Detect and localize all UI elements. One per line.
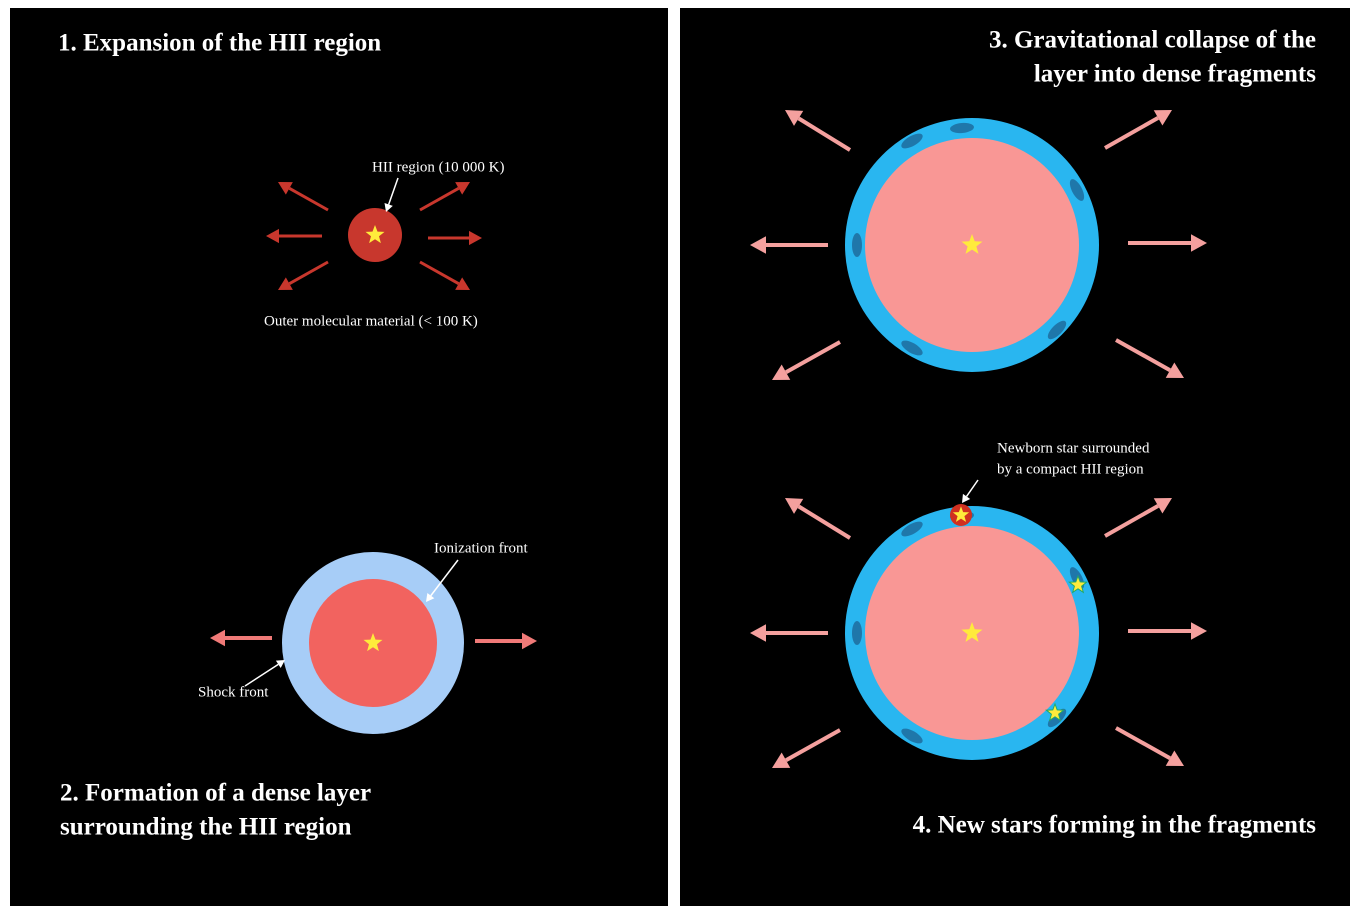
arrow-head — [455, 182, 470, 195]
arrow-head — [1191, 622, 1207, 640]
fragment — [901, 728, 923, 744]
fragment — [950, 122, 974, 134]
arrow-shaft — [288, 260, 329, 285]
fragment — [852, 233, 862, 257]
arrow-head — [384, 202, 393, 212]
arrow-shaft — [430, 559, 459, 597]
arrow-head — [426, 592, 435, 602]
fragment — [852, 621, 862, 645]
arrow-shaft — [965, 479, 979, 497]
star — [1068, 574, 1088, 594]
fragment — [901, 340, 923, 356]
arrow-head — [785, 110, 804, 126]
star — [365, 225, 385, 244]
arrow-head — [772, 364, 791, 380]
arrow-head — [455, 277, 470, 290]
arrow-head — [1165, 362, 1184, 378]
left-panel — [10, 8, 668, 906]
star — [961, 622, 983, 642]
arrow-shaft — [387, 177, 399, 205]
arrow-shaft — [797, 116, 852, 152]
panel-title: 4. New stars forming in the fragments — [913, 812, 1317, 839]
arrow-shaft — [1104, 504, 1160, 538]
arrow-shaft — [1104, 116, 1160, 150]
star — [1045, 702, 1065, 722]
label: Shock front — [198, 684, 269, 700]
fragment — [901, 133, 923, 149]
arrow-head — [962, 493, 971, 503]
panel-title: surrounding the HII region — [60, 814, 352, 841]
arrow-head — [278, 182, 293, 195]
panel-title: 3. Gravitational collapse of the — [989, 27, 1316, 54]
arrow-head — [1165, 750, 1184, 766]
fragment — [901, 521, 923, 537]
arrow-shaft — [784, 728, 841, 762]
star — [961, 234, 983, 254]
label: Newborn star surrounded — [997, 440, 1150, 456]
star — [950, 503, 972, 525]
arrow-head — [750, 236, 766, 254]
arrow-head — [1153, 498, 1172, 514]
arrow-head — [1153, 110, 1172, 126]
arrow-head — [772, 752, 791, 768]
arrow-head — [210, 629, 225, 647]
fragment — [1047, 320, 1067, 340]
panel-title: layer into dense fragments — [1034, 61, 1316, 88]
arrow-shaft — [419, 187, 460, 212]
arrow-head — [278, 277, 293, 290]
arrow-shaft — [1115, 338, 1172, 372]
arrow-shaft — [797, 504, 852, 540]
fragment — [1069, 179, 1085, 201]
arrow-shaft — [784, 340, 841, 374]
arrow-head — [522, 632, 537, 650]
panel-title: 1. Expansion of the HII region — [58, 30, 381, 57]
label: Outer molecular material (< 100 K) — [264, 313, 478, 329]
label: HII region (10 000 K) — [372, 159, 504, 175]
panel-title: 2. Formation of a dense layer — [60, 780, 371, 807]
arrow-head — [785, 498, 804, 514]
arrow-head — [1191, 234, 1207, 252]
star — [363, 633, 383, 652]
arrow-head — [750, 624, 766, 642]
arrow-head — [266, 228, 279, 244]
arrow-shaft — [419, 260, 460, 285]
label: Ionization front — [434, 540, 529, 556]
arrow-shaft — [1115, 726, 1172, 760]
arrow-shaft — [288, 187, 329, 212]
arrow-shaft — [244, 663, 279, 687]
label: by a compact HII region — [997, 461, 1144, 477]
arrow-head — [275, 660, 285, 669]
arrow-head — [469, 230, 482, 246]
